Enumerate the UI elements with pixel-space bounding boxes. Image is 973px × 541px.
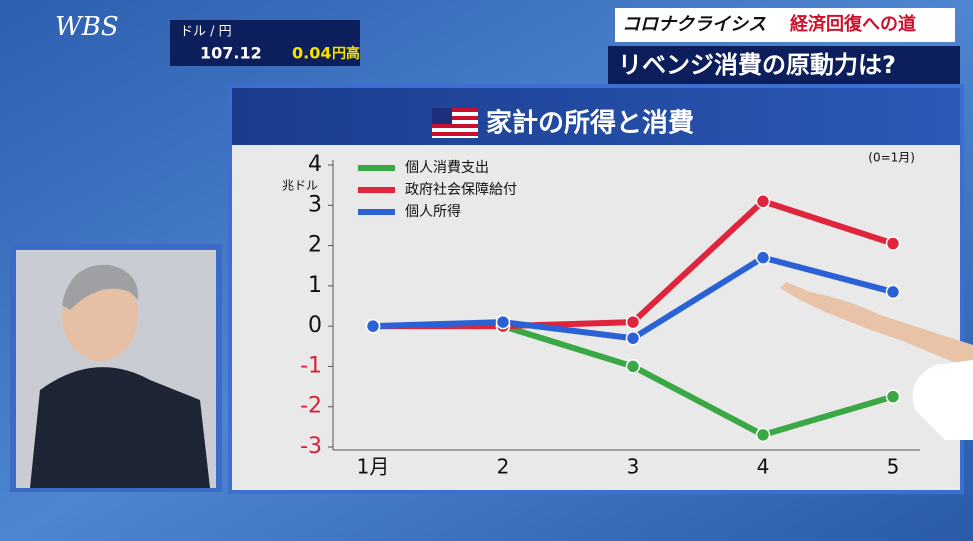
- y-tick-label: 4: [308, 152, 322, 177]
- data-point: [755, 194, 771, 209]
- x-tick-label: 3: [627, 455, 640, 479]
- x-tick-label: 1月: [357, 455, 390, 479]
- data-point: [625, 359, 641, 374]
- rate-change-label: 円高: [332, 45, 360, 62]
- y-tick-label: -1: [300, 353, 322, 378]
- rate-box: [170, 20, 360, 66]
- flag-stripes: [432, 108, 478, 136]
- pointing-hand: [780, 282, 973, 370]
- series-title: コロナクライシス: [622, 14, 766, 35]
- annotation: (0=1月): [868, 151, 915, 165]
- board-header: [232, 88, 960, 145]
- logo: WBS: [55, 12, 119, 42]
- x-tick-label: 4: [757, 455, 770, 479]
- data-point: [625, 314, 641, 330]
- y-tick-label: 1: [308, 273, 322, 298]
- series-subtitle: 経済回復への道: [790, 13, 916, 35]
- data-point: [495, 314, 511, 330]
- legend-label: 個人所得: [405, 203, 461, 220]
- x-tick-label: 5: [887, 455, 900, 479]
- y-tick-label: 2: [308, 233, 322, 258]
- legend-label: 個人消費支出: [405, 160, 489, 176]
- sleeve: [912, 360, 973, 440]
- legend-label: 政府社会保障給付: [405, 182, 517, 198]
- headline: リベンジ消費の原動力は?: [618, 51, 896, 79]
- data-point: [885, 284, 901, 300]
- data-point: [885, 236, 901, 251]
- presenter-hair: [62, 264, 139, 310]
- y-unit: 兆ドル: [282, 179, 318, 193]
- currency-pair: ドル / 円: [180, 25, 232, 40]
- data-point: [755, 250, 771, 265]
- x-tick-label: 2: [497, 455, 510, 479]
- plot-panel: [232, 145, 960, 490]
- data-point: [625, 330, 641, 346]
- data-point: [365, 318, 381, 334]
- data-point: [755, 427, 771, 443]
- series-banner: [615, 8, 955, 42]
- presenter-body: [30, 367, 210, 488]
- y-tick-label: -2: [300, 394, 322, 419]
- headline-box: [608, 46, 960, 84]
- y-tick-label: 0: [308, 313, 322, 338]
- rate: 107.12: [200, 44, 262, 63]
- y-tick-label: 3: [308, 192, 322, 217]
- y-tick-label: -3: [300, 434, 322, 459]
- data-point: [885, 389, 901, 404]
- rate-change: 0.04: [292, 44, 331, 63]
- chart-title: 家計の所得と消費: [486, 108, 694, 139]
